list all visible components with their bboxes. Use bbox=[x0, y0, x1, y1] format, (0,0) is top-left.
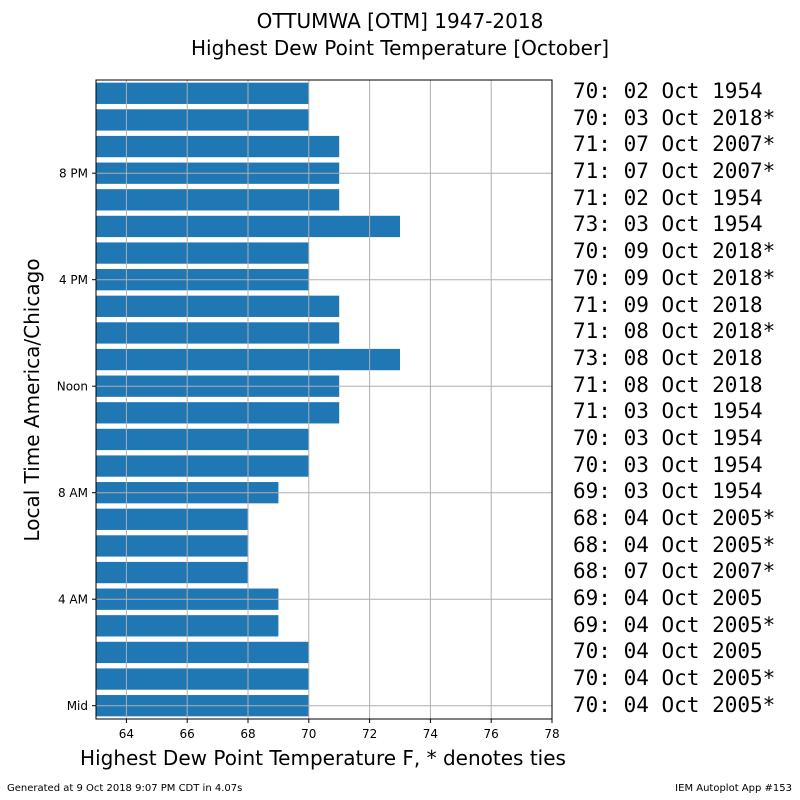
record-label-hour-4: 69: 04 Oct 2005 bbox=[573, 586, 763, 611]
y-tick-label: 4 AM bbox=[58, 593, 88, 607]
record-label-hour-5: 68: 07 Oct 2007* bbox=[573, 559, 776, 584]
record-label-hour-8: 69: 03 Oct 1954 bbox=[573, 479, 763, 504]
bar-hour-17 bbox=[96, 242, 309, 264]
chart-title-line1: OTTUMWA [OTM] 1947-2018 bbox=[256, 9, 544, 33]
bar-hour-11 bbox=[96, 402, 340, 424]
x-tick-label: 74 bbox=[423, 727, 438, 741]
bar-hour-6 bbox=[96, 535, 248, 557]
record-label-hour-11: 71: 03 Oct 1954 bbox=[573, 399, 763, 424]
record-label-hour-9: 70: 03 Oct 1954 bbox=[573, 452, 763, 477]
record-label-hour-22: 70: 03 Oct 2018* bbox=[573, 105, 776, 130]
record-label-hour-18: 73: 03 Oct 1954 bbox=[573, 212, 763, 237]
plot-frame bbox=[95, 79, 553, 720]
record-label-hour-16: 70: 09 Oct 2018* bbox=[573, 265, 776, 290]
record-label-hour-15: 71: 09 Oct 2018 bbox=[573, 292, 763, 317]
record-label-hour-13: 73: 08 Oct 2018 bbox=[573, 345, 763, 370]
bar-hour-19 bbox=[96, 189, 340, 211]
x-tick-label: 72 bbox=[362, 727, 377, 741]
record-label-hour-6: 68: 04 Oct 2005* bbox=[573, 532, 776, 557]
chart-title-line2: Highest Dew Point Temperature [October] bbox=[190, 36, 610, 60]
record-label-hour-23: 70: 02 Oct 1954 bbox=[573, 79, 763, 103]
x-tick-label: 66 bbox=[180, 727, 195, 741]
y-tick-label: Noon bbox=[57, 380, 88, 394]
y-tick-label: 4 PM bbox=[59, 273, 88, 287]
record-label-hour-14: 71: 08 Oct 2018* bbox=[573, 319, 776, 344]
x-tick-label: 64 bbox=[119, 727, 134, 741]
bar-hour-14 bbox=[96, 322, 340, 344]
x-tick-label: 68 bbox=[240, 727, 255, 741]
y-tick-label: Mid bbox=[67, 699, 88, 713]
record-label-hour-1: 70: 04 Oct 2005* bbox=[573, 666, 776, 691]
bar-hour-5 bbox=[96, 561, 248, 584]
bar-hour-23 bbox=[96, 82, 309, 104]
generated-timestamp: Generated at 9 Oct 2018 9:07 PM CDT in 4… bbox=[7, 783, 243, 794]
record-label-hour-2: 70: 04 Oct 2005 bbox=[573, 639, 763, 664]
x-tick-label: 76 bbox=[484, 727, 499, 741]
x-tick-label: 70 bbox=[301, 727, 316, 741]
app-credit: IEM Autoplot App #153 bbox=[675, 783, 792, 794]
record-label-hour-3: 69: 04 Oct 2005* bbox=[573, 612, 776, 637]
bar-hour-7 bbox=[96, 508, 248, 530]
bar-hour-22 bbox=[96, 109, 309, 131]
record-label-hour-0: 70: 04 Oct 2005* bbox=[573, 692, 776, 717]
y-axis-label: Local Time America/Chicago bbox=[20, 258, 44, 542]
record-label-hour-7: 68: 04 Oct 2005* bbox=[573, 506, 776, 530]
bar-hour-21 bbox=[96, 135, 340, 158]
record-label-hour-10: 70: 03 Oct 1954 bbox=[573, 425, 763, 450]
bar-hour-15 bbox=[96, 295, 340, 317]
record-label-hour-21: 71: 07 Oct 2007* bbox=[573, 132, 776, 157]
record-label-hour-20: 71: 07 Oct 2007* bbox=[573, 159, 776, 184]
x-axis-label: Highest Dew Point Temperature F, * denot… bbox=[80, 746, 566, 770]
record-label-hour-19: 71: 02 Oct 1954 bbox=[573, 185, 763, 210]
record-label-hour-17: 70: 09 Oct 2018* bbox=[573, 239, 776, 264]
bar-hour-2 bbox=[96, 641, 309, 664]
record-label-hour-12: 71: 08 Oct 2018 bbox=[573, 372, 763, 397]
record-date-list: 70: 02 Oct 1954 70: 03 Oct 2018* 71: 07 Oc… bbox=[573, 78, 775, 719]
bar-hour-1 bbox=[96, 668, 309, 690]
x-tick-label: 78 bbox=[544, 727, 559, 741]
y-tick-label: 8 AM bbox=[58, 486, 88, 500]
bar-hour-9 bbox=[96, 455, 309, 477]
bar-hour-10 bbox=[96, 428, 309, 451]
y-tick-label: 8 PM bbox=[59, 167, 88, 181]
